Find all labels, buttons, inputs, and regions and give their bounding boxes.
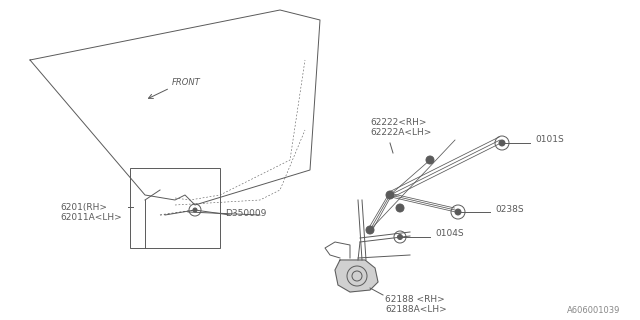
Circle shape (397, 235, 403, 239)
Circle shape (426, 156, 434, 164)
Circle shape (193, 208, 197, 212)
Text: 62011A<LH>: 62011A<LH> (60, 213, 122, 222)
Text: 62222A<LH>: 62222A<LH> (370, 128, 431, 137)
Polygon shape (335, 260, 378, 292)
Text: 62188A<LH>: 62188A<LH> (385, 305, 447, 314)
Circle shape (366, 226, 374, 234)
Circle shape (499, 140, 505, 146)
Text: 62188 <RH>: 62188 <RH> (385, 295, 445, 304)
Text: A606001039: A606001039 (566, 306, 620, 315)
Text: 62222<RH>: 62222<RH> (370, 118, 426, 127)
Text: 0238S: 0238S (495, 204, 524, 213)
Text: 6201(RH>: 6201(RH> (60, 203, 107, 212)
Text: FRONT: FRONT (172, 78, 201, 87)
Circle shape (455, 209, 461, 215)
Text: 0101S: 0101S (535, 135, 564, 145)
Circle shape (396, 204, 404, 212)
Bar (130, 168, 220, 248)
Text: 0104S: 0104S (435, 229, 463, 238)
Text: D350009: D350009 (225, 209, 266, 218)
Circle shape (386, 191, 394, 199)
